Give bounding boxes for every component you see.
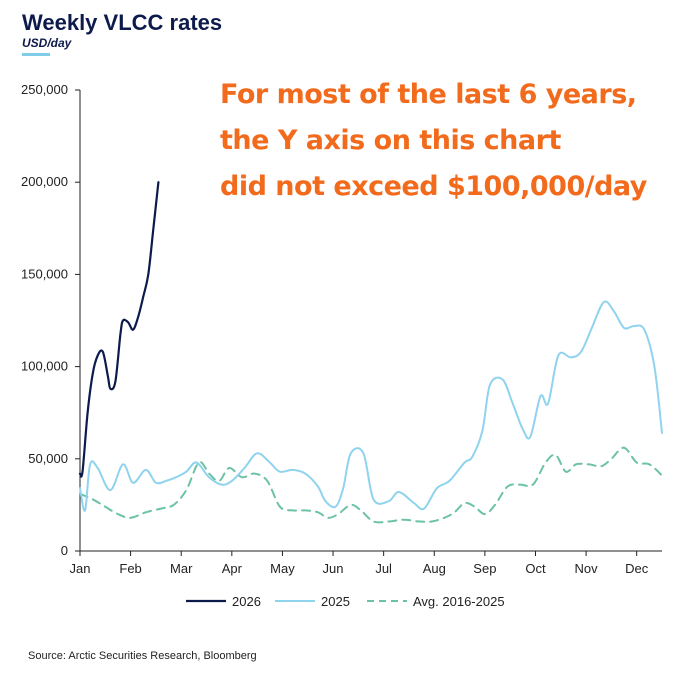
x-tick-label: May — [270, 561, 295, 576]
legend-label-2025: 2025 — [321, 594, 350, 609]
annotation-line-3: did not exceed $100,000/day — [220, 171, 647, 202]
annotation-line-2: the Y axis on this chart — [220, 125, 561, 156]
series-line-avg-2016-2025 — [79, 446, 663, 524]
y-tick-label: 150,000 — [21, 266, 68, 281]
y-tick-label: 100,000 — [21, 359, 68, 374]
x-tick-label: Aug — [423, 561, 446, 576]
y-axis-labels: 0 50,000 100,000 150,000 200,000 250,000 — [21, 82, 68, 558]
x-tick-label: Jun — [323, 561, 344, 576]
subtitle-underline — [22, 53, 50, 56]
source-note: Source: Arctic Securities Research, Bloo… — [28, 650, 257, 662]
x-tick-label: Sep — [473, 561, 496, 576]
chart-title: Weekly VLCC rates — [22, 10, 223, 35]
series-line-2025 — [79, 300, 663, 512]
legend-label-2026: 2026 — [232, 594, 261, 609]
x-tick-label: Mar — [170, 561, 193, 576]
x-axis-labels: Jan Feb Mar Apr May Jun Jul Aug Sep Oct Nov Dec — [70, 561, 649, 576]
x-tick-label: Nov — [575, 561, 599, 576]
line-chart: 0 50,000 100,000 150,000 200,000 250,000 Jan F… — [21, 82, 663, 609]
y-tick-label: 0 — [61, 543, 68, 558]
x-tick-label: Oct — [525, 561, 546, 576]
y-tick-label: 250,000 — [21, 82, 68, 97]
y-tick-label: 50,000 — [28, 451, 68, 466]
chart-annotation: For most of the last 6 years, the Y axis… — [220, 72, 647, 210]
x-tick-label: Jan — [70, 561, 91, 576]
series-line-2026 — [78, 181, 160, 478]
chart-legend: 2026 2025 Avg. 2016-2025 — [186, 594, 505, 609]
x-tick-label: Dec — [625, 561, 649, 576]
legend-label-avg-2016-2025: Avg. 2016-2025 — [413, 594, 505, 609]
x-tick-label: Feb — [119, 561, 141, 576]
annotation-line-1: For most of the last 6 years, — [220, 79, 637, 110]
chart-axes — [75, 89, 662, 556]
y-tick-label: 200,000 — [21, 174, 68, 189]
x-tick-label: Apr — [222, 561, 243, 576]
chart-subtitle: USD/day — [22, 36, 72, 50]
chart-series — [78, 181, 663, 524]
x-tick-label: Jul — [375, 561, 392, 576]
